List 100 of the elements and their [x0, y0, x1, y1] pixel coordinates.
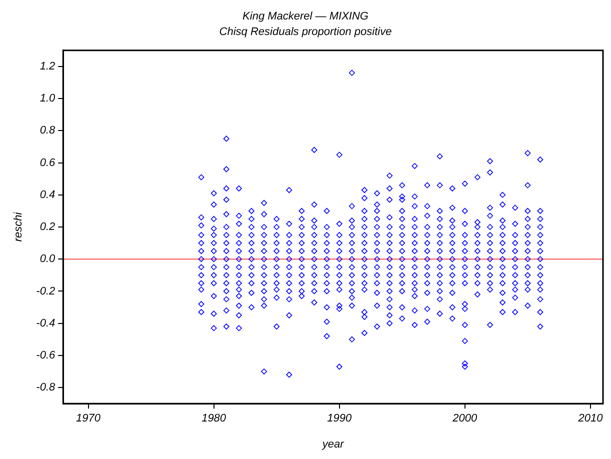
point: [361, 256, 368, 262]
point: [487, 232, 494, 238]
point: [374, 240, 380, 246]
point: [298, 280, 305, 286]
point: [348, 256, 355, 262]
point: [374, 232, 380, 238]
point: [386, 185, 393, 192]
point: [487, 256, 494, 262]
point: [449, 304, 456, 310]
point: [436, 153, 443, 160]
point: [324, 304, 330, 310]
point: [399, 256, 406, 262]
point: [324, 256, 330, 262]
point: [336, 280, 342, 286]
point: [298, 272, 305, 278]
point: [348, 272, 355, 278]
point: [374, 272, 380, 278]
point: [298, 240, 305, 246]
point: [311, 272, 318, 278]
point: [399, 304, 406, 310]
point: [198, 232, 204, 238]
point: [399, 248, 406, 254]
point: [286, 264, 292, 270]
point: [274, 256, 280, 262]
point: [537, 272, 544, 278]
point: [537, 309, 544, 316]
point: [248, 304, 254, 310]
point: [537, 286, 544, 293]
point: [449, 280, 456, 286]
point: [286, 220, 292, 227]
point: [500, 264, 506, 270]
point: [424, 306, 430, 312]
point: [261, 280, 268, 286]
point: [449, 272, 456, 278]
point: [500, 224, 506, 230]
point: [361, 208, 368, 214]
point: [537, 296, 544, 302]
point: [412, 264, 418, 270]
point: [537, 240, 544, 246]
point: [449, 316, 456, 322]
point: [487, 248, 494, 254]
point: [261, 264, 268, 270]
point: [236, 264, 242, 270]
x-axis-title: year: [321, 438, 346, 450]
point: [274, 324, 280, 330]
point: [500, 192, 506, 198]
point: [336, 220, 342, 227]
point: [210, 272, 217, 278]
point: [374, 208, 380, 214]
point: [424, 256, 430, 262]
point: [361, 330, 368, 336]
point: [487, 240, 494, 246]
point: [261, 288, 268, 294]
point: [336, 302, 342, 309]
point: [500, 290, 506, 296]
point: [386, 232, 393, 238]
point: [412, 162, 418, 169]
point: [248, 290, 254, 296]
point: [311, 218, 318, 224]
point: [361, 195, 368, 202]
point: [198, 301, 204, 308]
point: [474, 174, 480, 180]
point: [298, 264, 305, 270]
point: [361, 224, 368, 230]
point: [210, 293, 217, 300]
point: [399, 288, 406, 294]
point: [248, 232, 254, 238]
point: [261, 248, 268, 254]
y-tick-label: 1.2: [40, 60, 56, 73]
point: [474, 272, 480, 278]
point: [386, 272, 393, 278]
point: [386, 248, 393, 254]
point: [361, 187, 368, 194]
point: [512, 294, 518, 301]
x-tick-label: 1980: [202, 412, 227, 424]
point: [223, 324, 230, 330]
point: [474, 232, 480, 238]
point: [500, 240, 506, 246]
point: [210, 226, 217, 232]
point: [386, 312, 393, 318]
point: [462, 338, 468, 344]
point: [374, 224, 380, 230]
point: [374, 280, 380, 286]
point: [537, 224, 544, 230]
point: [336, 248, 342, 254]
point: [474, 291, 480, 298]
point: [248, 256, 254, 262]
point: [512, 264, 518, 270]
point: [198, 256, 204, 262]
y-tick-label: 0.4: [40, 188, 56, 201]
point: [261, 224, 268, 230]
point: [361, 286, 368, 293]
point: [361, 232, 368, 238]
point: [500, 218, 506, 224]
point: [512, 220, 518, 227]
point: [236, 240, 242, 246]
point: [248, 216, 254, 222]
point: [286, 312, 292, 318]
point: [336, 364, 342, 370]
point: [537, 156, 544, 163]
